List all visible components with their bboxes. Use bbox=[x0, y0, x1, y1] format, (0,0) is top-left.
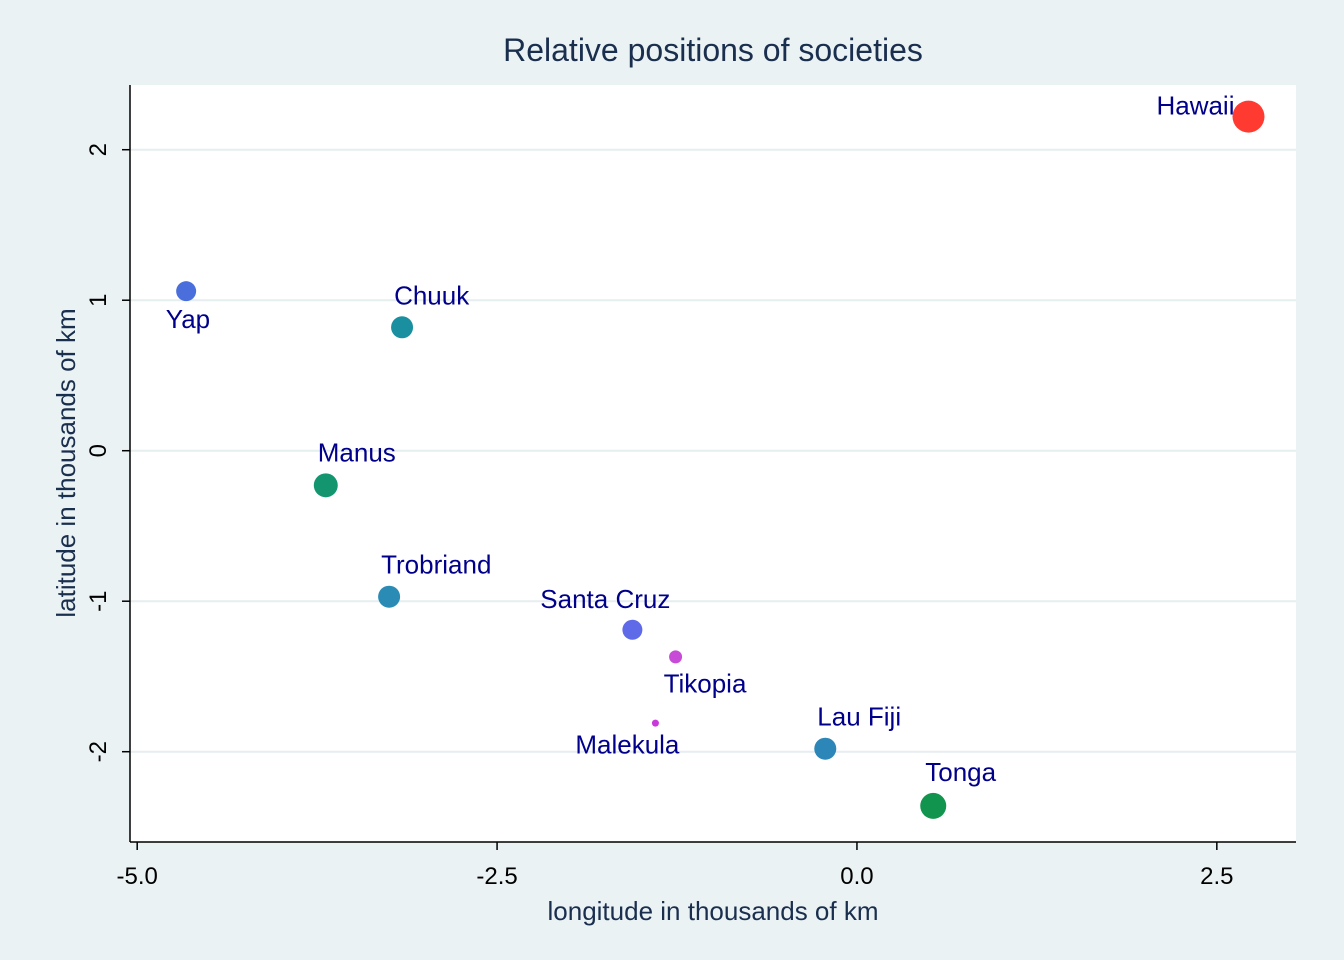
point-label: Tikopia bbox=[664, 668, 747, 698]
gridlines bbox=[130, 148, 1296, 753]
point-label: Malekula bbox=[575, 730, 680, 760]
x-tick-label: 0.0 bbox=[840, 863, 873, 890]
y-tick-label: 0 bbox=[85, 444, 112, 457]
y-tick-label: -2 bbox=[85, 741, 112, 762]
data-point bbox=[814, 737, 837, 760]
point-label: Manus bbox=[318, 437, 396, 467]
chart-title: Relative positions of societies bbox=[503, 32, 923, 68]
axes bbox=[122, 85, 1296, 850]
point-label: Trobriand bbox=[381, 550, 491, 580]
point-label: Chuuk bbox=[394, 280, 470, 310]
point-label: Yap bbox=[166, 304, 210, 334]
y-tick-label: 1 bbox=[85, 294, 112, 307]
tick-labels: -2 -1 0 1 2 -5.0 -2.5 0.0 2.5 bbox=[85, 143, 1234, 890]
y-axis-label: latitude in thousands of km bbox=[51, 308, 81, 617]
data-point bbox=[313, 473, 338, 498]
x-tick-label: -5.0 bbox=[117, 863, 158, 890]
x-tick-label: 2.5 bbox=[1200, 863, 1233, 890]
point-label: Hawaii bbox=[1156, 91, 1234, 121]
point-label: Santa Cruz bbox=[540, 584, 670, 614]
x-tick-label: -2.5 bbox=[476, 863, 517, 890]
y-tick-label: -1 bbox=[85, 591, 112, 612]
data-points bbox=[176, 100, 1265, 819]
data-point bbox=[1232, 100, 1265, 133]
point-label: Lau Fiji bbox=[817, 702, 901, 732]
y-tick-label: 2 bbox=[85, 143, 112, 156]
data-point bbox=[669, 650, 683, 664]
x-axis-label: longitude in thousands of km bbox=[548, 896, 879, 926]
data-point bbox=[920, 792, 947, 819]
data-point bbox=[391, 316, 414, 339]
data-point bbox=[622, 619, 643, 640]
point-labels: Yap Chuuk Manus Trobriand Santa Cruz Tikopia M… bbox=[166, 91, 1235, 787]
data-point bbox=[651, 719, 659, 727]
data-point bbox=[378, 585, 401, 608]
point-label: Tonga bbox=[925, 757, 996, 787]
data-point bbox=[176, 281, 197, 302]
plot-area bbox=[130, 85, 1296, 842]
